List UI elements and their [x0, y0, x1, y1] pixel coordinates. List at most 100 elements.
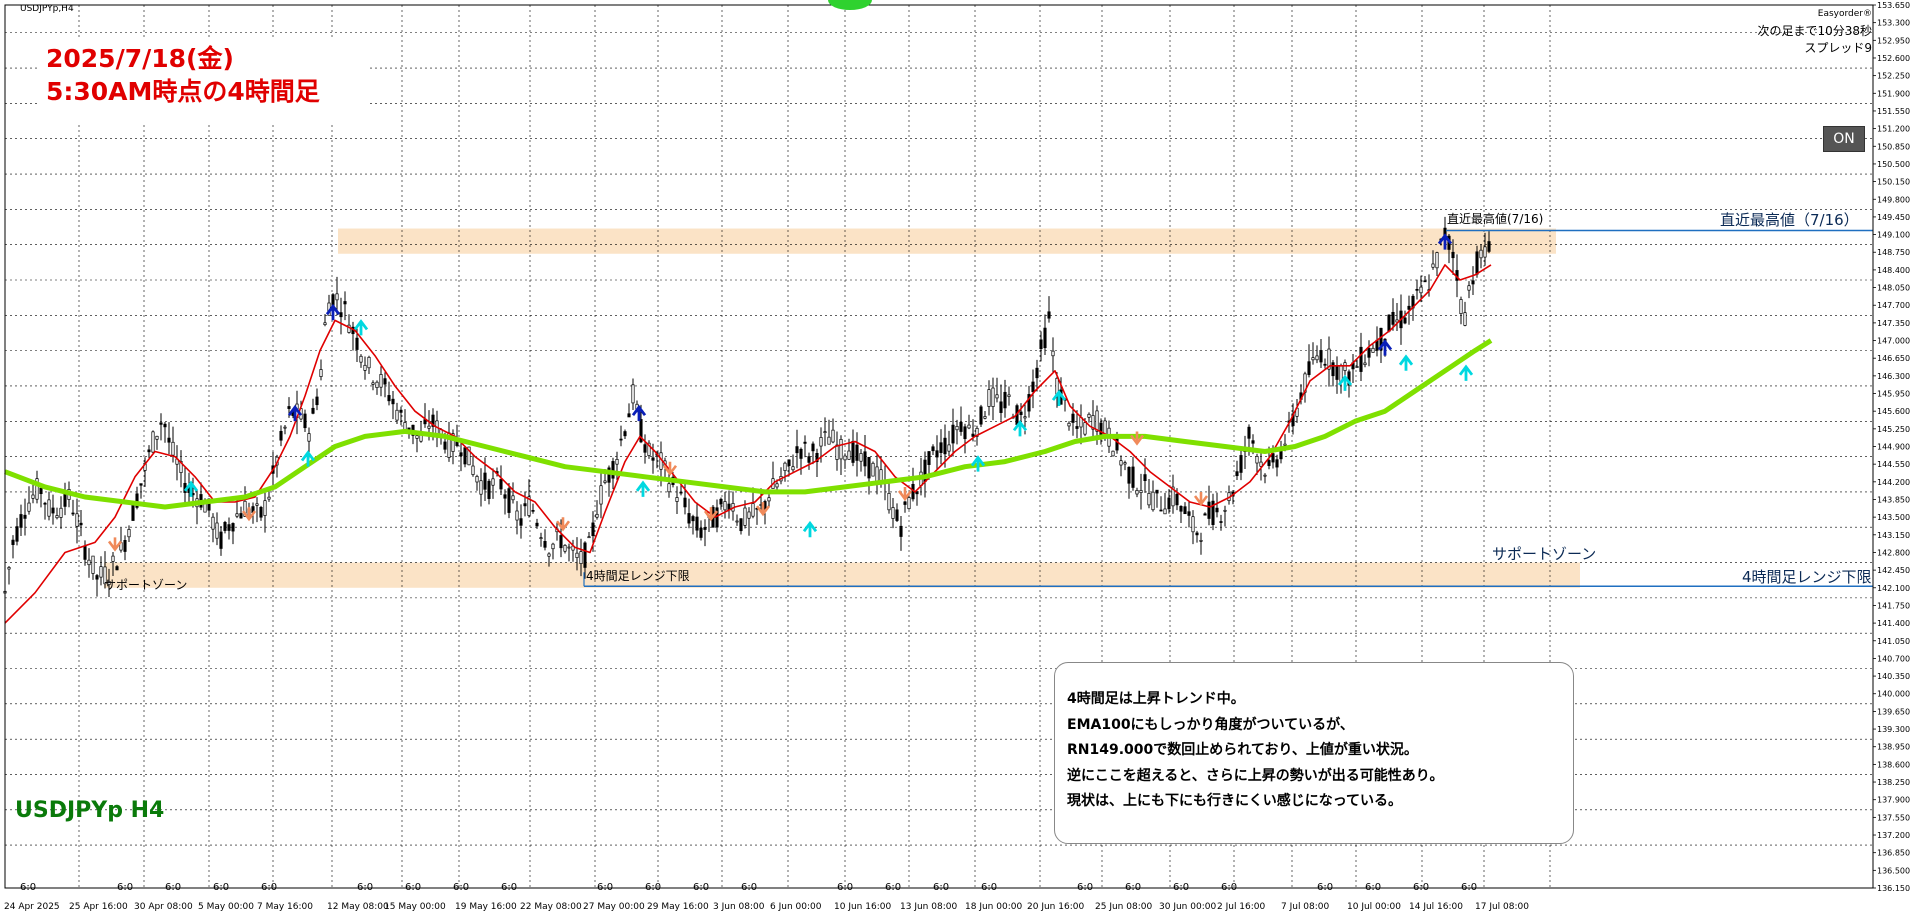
candle-body [1167, 497, 1171, 510]
candle-body [503, 494, 507, 499]
candle-body [127, 529, 131, 538]
candle-body [523, 503, 527, 507]
candle-body [783, 462, 787, 471]
candle-body [51, 507, 55, 514]
x-time-label: 6:0 [933, 882, 949, 893]
zone-support [104, 562, 1580, 588]
signal-up-arrow-cyan [353, 319, 369, 336]
candle-body [91, 555, 95, 574]
candle-body [615, 459, 619, 465]
candle-body [1143, 474, 1147, 482]
candle-body [887, 493, 891, 511]
candle-body [895, 509, 899, 521]
markers-layer [107, 233, 1474, 552]
candle-body [827, 436, 831, 445]
x-time-label: 6:0 [645, 882, 661, 893]
candle-body [799, 448, 803, 459]
x-time-label: 6:0 [1125, 882, 1141, 893]
comment-box: 4時間足は上昇トレンド中。 EMA100にもしっかり角度がついているが、 RN1… [1054, 662, 1574, 844]
candle-body [1323, 363, 1327, 366]
candle-body [679, 491, 683, 494]
candle-body [315, 396, 319, 406]
x-tick-label: 15 May 00:00 [384, 902, 446, 912]
candle-body [87, 559, 91, 566]
candle-body [139, 483, 143, 486]
on-toggle-button[interactable]: ON [1823, 126, 1865, 152]
candle-body [1327, 348, 1331, 370]
y-tick-label: 144.200 [1877, 478, 1910, 487]
y-tick-label: 147.000 [1877, 337, 1910, 346]
candle-body [1043, 327, 1047, 349]
candle-body [47, 499, 51, 517]
candle-body [1083, 422, 1087, 435]
candle-body [579, 551, 583, 564]
candle-body [1099, 422, 1103, 435]
candle-body [775, 483, 779, 488]
candle-body [151, 431, 155, 453]
candle-body [479, 480, 483, 495]
y-tick-label: 137.900 [1877, 796, 1910, 805]
y-tick-label: 141.400 [1877, 619, 1910, 628]
candle-body [527, 496, 531, 516]
candle-body [547, 553, 551, 557]
candle-body [163, 423, 167, 428]
candle-body [1003, 391, 1007, 409]
candle-body [335, 293, 339, 301]
candle-body [1475, 251, 1479, 275]
candle-body [739, 518, 743, 532]
signal-down-arrow [241, 507, 257, 522]
candle-body [1319, 350, 1323, 363]
candle-body [843, 455, 847, 461]
candle-body [1471, 280, 1475, 285]
candle-body [391, 398, 395, 405]
signal-up-arrow-dark [631, 404, 647, 422]
candle-body [943, 437, 947, 455]
y-tick-label: 142.800 [1877, 548, 1910, 557]
candle-body [223, 521, 227, 531]
y-tick-label: 140.700 [1877, 654, 1910, 663]
candle-body [1123, 462, 1127, 465]
x-tick-label: 24 Apr 2025 [4, 902, 60, 912]
y-tick-label: 144.900 [1877, 443, 1910, 452]
candle-body [751, 503, 755, 517]
candle-body [279, 430, 283, 441]
candle-body [375, 381, 379, 388]
candle-body [1283, 443, 1287, 446]
candle-body [1363, 362, 1367, 365]
candle-body [75, 513, 79, 527]
candle-body [363, 364, 367, 371]
candle-body [27, 502, 31, 512]
candle-body [1235, 471, 1239, 477]
comment-line: EMA100にもしっかり角度がついているが、 [1067, 716, 1354, 733]
candle-body [903, 501, 907, 505]
candle-body [167, 437, 171, 443]
y-tick-label: 145.250 [1877, 425, 1910, 434]
candle-body [747, 511, 751, 519]
candle-body [1395, 319, 1399, 323]
x-time-label: 6:0 [837, 882, 853, 893]
signal-down-arrow [1129, 431, 1145, 446]
candle-body [743, 507, 747, 526]
candle-body [955, 426, 959, 431]
signal-up-arrow-cyan [1337, 374, 1353, 391]
candle-body [519, 518, 523, 526]
candle-body [1387, 314, 1391, 332]
candle-body [1483, 246, 1487, 258]
candle-body [355, 337, 359, 350]
candle-body [819, 437, 823, 447]
candle-body [1211, 500, 1215, 525]
candle-body [835, 444, 839, 460]
candle-body [1179, 505, 1183, 512]
spread-label: スプレッド9 [1804, 41, 1872, 55]
signal-up-arrow-cyan [1051, 389, 1067, 407]
comment-line: 現状は、上にも下にも行きにくい感じになっている。 [1067, 793, 1403, 809]
candle-body [1259, 461, 1263, 467]
candle-body [599, 485, 603, 505]
x-time-label: 6:0 [501, 882, 517, 893]
candle-body [1419, 286, 1423, 294]
candle-body [979, 406, 983, 425]
grid-layer [5, 5, 1873, 888]
candle-body [95, 575, 99, 580]
candle-body [471, 465, 475, 475]
